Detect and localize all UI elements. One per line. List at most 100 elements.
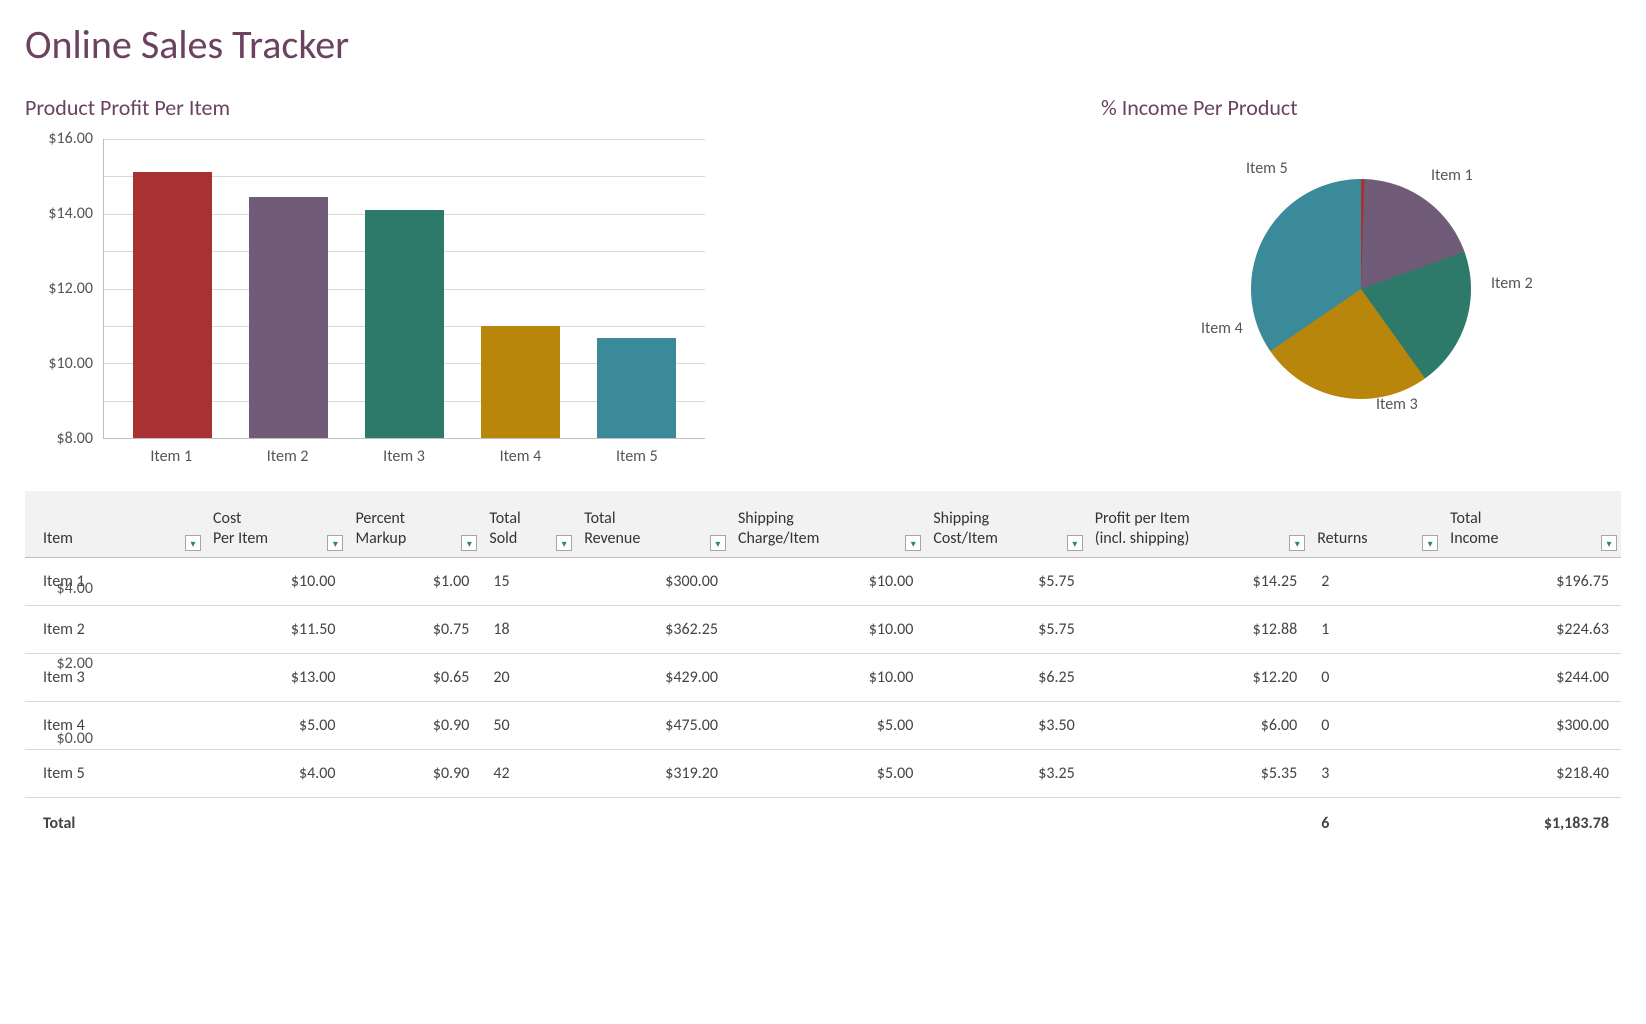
cell-markup: $0.65 [347, 654, 481, 702]
column-header-label: Returns [1317, 529, 1434, 549]
pie-chart-section: % Income Per Product Item 1 Item 2 Item 3 I… [1101, 94, 1621, 466]
table-row: Item 3$13.00$0.6520$429.00$10.00$6.25$12… [25, 654, 1621, 702]
cell-income: $224.63 [1442, 606, 1621, 654]
cell-returns: 0 [1309, 654, 1442, 702]
cell-returns: 2 [1309, 558, 1442, 606]
table-row: Item 4$5.00$0.9050$475.00$5.00$3.50$6.00… [25, 702, 1621, 750]
cell-sold: 42 [481, 750, 576, 798]
bar-chart-section: Product Profit Per Item $16.00$14.00$12.… [25, 94, 705, 466]
filter-dropdown-icon[interactable]: ▾ [1601, 535, 1617, 551]
cell-shipcost: $5.75 [925, 558, 1086, 606]
cell-markup: $0.75 [347, 606, 481, 654]
bar-slot [346, 139, 462, 438]
column-header-label: Profit per Item(incl. shipping) [1095, 509, 1302, 549]
cell-profit: $12.88 [1087, 606, 1310, 654]
cell-item: Item 2 [25, 606, 205, 654]
pie-slice-label: Item 2 [1491, 274, 1533, 293]
cell-profit: $5.35 [1087, 750, 1310, 798]
bar [597, 338, 676, 438]
cell-markup: $1.00 [347, 558, 481, 606]
cell-revenue: $475.00 [576, 702, 730, 750]
filter-dropdown-icon[interactable]: ▾ [185, 535, 201, 551]
column-header-label: PercentMarkup [355, 509, 473, 549]
cell-markup: $0.90 [347, 702, 481, 750]
cell-shipchg: $5.00 [730, 750, 925, 798]
column-header-cost: CostPer Item▾ [205, 491, 347, 558]
filter-dropdown-icon[interactable]: ▾ [461, 535, 477, 551]
total-cell-revenue [576, 798, 730, 848]
cell-sold: 50 [481, 702, 576, 750]
table-row: Item 1$10.00$1.0015$300.00$10.00$5.75$14… [25, 558, 1621, 606]
bar [365, 210, 444, 438]
cell-markup: $0.90 [347, 750, 481, 798]
filter-dropdown-icon[interactable]: ▾ [905, 535, 921, 551]
cell-cost: $4.00 [205, 750, 347, 798]
bar-slot [463, 139, 579, 438]
cell-item: Item 1 [25, 558, 205, 606]
total-cell-profit [1087, 798, 1310, 848]
column-header-shipcost: ShippingCost/Item▾ [925, 491, 1086, 558]
cell-shipcost: $5.75 [925, 606, 1086, 654]
column-header-label: CostPer Item [213, 509, 339, 549]
cell-income: $300.00 [1442, 702, 1621, 750]
pie-chart-title: % Income Per Product [1101, 94, 1621, 121]
total-cell-sold [481, 798, 576, 848]
filter-dropdown-icon[interactable]: ▾ [1289, 535, 1305, 551]
cell-shipchg: $10.00 [730, 606, 925, 654]
column-header-income: TotalIncome▾ [1442, 491, 1621, 558]
pie-slice-label: Item 1 [1431, 166, 1473, 185]
cell-income: $218.40 [1442, 750, 1621, 798]
cell-returns: 0 [1309, 702, 1442, 750]
cell-profit: $12.20 [1087, 654, 1310, 702]
bar [133, 172, 212, 438]
bar-slot [230, 139, 346, 438]
cell-sold: 18 [481, 606, 576, 654]
total-cell-returns: 6 [1309, 798, 1442, 848]
sales-table: Item▾CostPer Item▾PercentMarkup▾TotalSol… [25, 491, 1621, 847]
filter-dropdown-icon[interactable]: ▾ [556, 535, 572, 551]
cell-profit: $14.25 [1087, 558, 1310, 606]
cell-returns: 1 [1309, 606, 1442, 654]
cell-sold: 20 [481, 654, 576, 702]
column-header-label: TotalIncome [1450, 509, 1613, 549]
cell-cost: $5.00 [205, 702, 347, 750]
table-row: Item 5$4.00$0.9042$319.20$5.00$3.25$5.35… [25, 750, 1621, 798]
column-header-sold: TotalSold▾ [481, 491, 576, 558]
bar-slot [579, 139, 695, 438]
cell-profit: $6.00 [1087, 702, 1310, 750]
cell-shipchg: $5.00 [730, 702, 925, 750]
column-header-label: Item [43, 529, 197, 549]
cell-returns: 3 [1309, 750, 1442, 798]
cell-revenue: $429.00 [576, 654, 730, 702]
cell-shipcost: $6.25 [925, 654, 1086, 702]
pie-slice-label: Item 4 [1201, 319, 1243, 338]
cell-revenue: $300.00 [576, 558, 730, 606]
x-axis-label: Item 1 [113, 447, 229, 466]
filter-dropdown-icon[interactable]: ▾ [1067, 535, 1083, 551]
total-cell-markup [347, 798, 481, 848]
cell-item: Item 3 [25, 654, 205, 702]
filter-dropdown-icon[interactable]: ▾ [710, 535, 726, 551]
bar [481, 326, 560, 438]
x-axis-label: Item 5 [579, 447, 695, 466]
cell-income: $196.75 [1442, 558, 1621, 606]
column-header-markup: PercentMarkup▾ [347, 491, 481, 558]
total-cell-shipcost [925, 798, 1086, 848]
page-title: Online Sales Tracker [25, 20, 1621, 69]
bar-slot [114, 139, 230, 438]
cell-sold: 15 [481, 558, 576, 606]
cell-cost: $10.00 [205, 558, 347, 606]
column-header-revenue: TotalRevenue▾ [576, 491, 730, 558]
pie-slice-label: Item 3 [1376, 395, 1418, 414]
column-header-profit: Profit per Item(incl. shipping)▾ [1087, 491, 1310, 558]
column-header-item: Item▾ [25, 491, 205, 558]
filter-dropdown-icon[interactable]: ▾ [1422, 535, 1438, 551]
cell-cost: $11.50 [205, 606, 347, 654]
column-header-returns: Returns▾ [1309, 491, 1442, 558]
bar-chart-title: Product Profit Per Item [25, 94, 705, 121]
pie-slice-label: Item 5 [1246, 159, 1288, 178]
bar [249, 197, 328, 438]
cell-income: $244.00 [1442, 654, 1621, 702]
filter-dropdown-icon[interactable]: ▾ [327, 535, 343, 551]
column-header-label: ShippingCharge/Item [738, 509, 917, 549]
